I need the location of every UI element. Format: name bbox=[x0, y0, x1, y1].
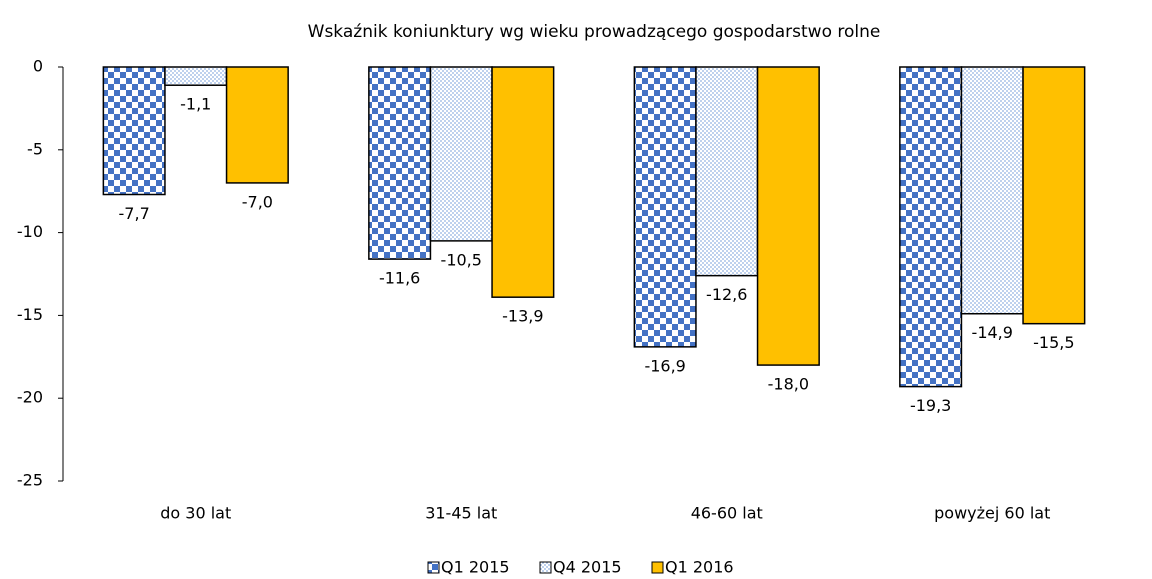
bar bbox=[368, 66, 432, 260]
data-label: -13,9 bbox=[502, 307, 543, 326]
bar bbox=[1022, 66, 1086, 325]
legend-swatch bbox=[539, 561, 552, 574]
data-label: -15,5 bbox=[1033, 333, 1074, 352]
bar bbox=[960, 66, 1024, 315]
bar bbox=[164, 66, 228, 86]
y-tick-label: 0 bbox=[33, 57, 43, 76]
data-label: -18,0 bbox=[768, 375, 809, 394]
data-label: -19,3 bbox=[910, 396, 951, 415]
legend-label: Q1 2016 bbox=[665, 558, 734, 577]
bar bbox=[756, 66, 820, 366]
y-tick-label: -10 bbox=[17, 222, 43, 241]
bar bbox=[225, 66, 289, 184]
x-tick-label: 31-45 lat bbox=[425, 504, 497, 523]
data-label: -11,6 bbox=[379, 269, 420, 288]
bar bbox=[429, 66, 493, 242]
data-label: -12,6 bbox=[706, 285, 747, 304]
legend-label: Q4 2015 bbox=[553, 558, 622, 577]
data-label: -7,7 bbox=[119, 204, 150, 223]
bar bbox=[491, 66, 555, 298]
legend-label: Q1 2015 bbox=[441, 558, 510, 577]
legend-swatch bbox=[651, 561, 664, 574]
y-tick-label: -25 bbox=[17, 471, 43, 490]
data-label: -16,9 bbox=[644, 356, 685, 375]
data-label: -7,0 bbox=[242, 192, 273, 211]
x-tick-label: powyżej 60 lat bbox=[934, 504, 1050, 523]
y-tick-label: -20 bbox=[17, 388, 43, 407]
bar bbox=[695, 66, 759, 277]
chart-title: Wskaźnik koniunktury wg wieku prowadzące… bbox=[308, 22, 881, 42]
bar bbox=[899, 66, 963, 388]
x-tick-label: 46-60 lat bbox=[691, 504, 763, 523]
data-label: -14,9 bbox=[972, 323, 1013, 342]
y-tick-label: -5 bbox=[27, 139, 43, 158]
y-tick-label: -15 bbox=[17, 305, 43, 324]
data-label: -1,1 bbox=[180, 95, 211, 114]
bar bbox=[633, 66, 697, 348]
x-tick-label: do 30 lat bbox=[160, 504, 231, 523]
bar bbox=[102, 66, 166, 196]
legend-swatch bbox=[427, 561, 440, 574]
data-label: -10,5 bbox=[441, 250, 482, 269]
